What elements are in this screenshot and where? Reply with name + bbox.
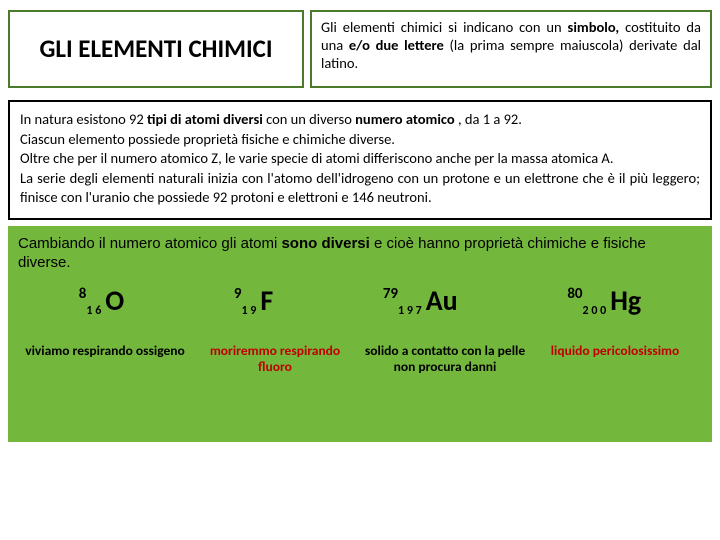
body-bold: numero atomico bbox=[355, 110, 458, 128]
desc-part: Gli elementi chimici si indicano con un bbox=[321, 18, 568, 36]
mass-number: 1 6 bbox=[86, 304, 101, 318]
desc-bold: simbolo, bbox=[568, 18, 620, 36]
element-label: liquido pericolosissimo bbox=[530, 343, 700, 359]
element-gold: 791 9 7 Au bbox=[383, 287, 458, 315]
intro-text: Cambiando il numero atomico gli atomi bbox=[18, 235, 281, 252]
element-label: viviamo respirando ossigeno bbox=[20, 343, 190, 359]
green-intro: Cambiando il numero atomico gli atomi so… bbox=[18, 234, 702, 273]
element-fluorine: 91 9 F bbox=[234, 287, 273, 315]
atomic-number: 79 bbox=[383, 285, 398, 303]
header-desc: Gli elementi chimici si indicano con un … bbox=[310, 10, 712, 88]
desc-bold: e/o due lettere bbox=[349, 36, 450, 54]
body-paragraph: In natura esistono 92 tipi di atomi dive… bbox=[20, 110, 700, 130]
body-paragraph: Oltre che per il numero atomico Z, le va… bbox=[20, 149, 700, 169]
atomic-number: 9 bbox=[234, 285, 242, 303]
mass-number: 1 9 7 bbox=[398, 304, 422, 318]
element-symbol: Au bbox=[426, 287, 458, 315]
element-symbol: Hg bbox=[610, 287, 641, 315]
element-symbol: F bbox=[260, 287, 273, 315]
body-text: , da 1 a 92. bbox=[458, 110, 522, 128]
element-mercury: 802 0 0Hg bbox=[567, 287, 641, 315]
mass-number: 1 9 bbox=[241, 304, 256, 318]
element-symbol: O bbox=[105, 287, 124, 315]
label-row: viviamo respirando ossigeno moriremmo re… bbox=[18, 343, 702, 375]
atomic-number: 8 bbox=[79, 285, 87, 303]
mass-number: 2 0 0 bbox=[583, 304, 607, 318]
body-bold: tipi di atomi diversi bbox=[147, 110, 266, 128]
header-row: GLI ELEMENTI CHIMICI Gli elementi chimic… bbox=[0, 0, 720, 94]
atomic-number: 80 bbox=[567, 285, 582, 303]
body-text: con un diverso bbox=[266, 110, 355, 128]
green-panel: Cambiando il numero atomico gli atomi so… bbox=[8, 226, 712, 442]
body-box: In natura esistono 92 tipi di atomi dive… bbox=[8, 100, 712, 220]
body-text: In natura esistono 92 bbox=[20, 110, 147, 128]
intro-bold: sono diversi bbox=[281, 235, 369, 252]
element-row: 81 6 O 91 9 F 791 9 7 Au 802 0 0Hg bbox=[18, 287, 702, 315]
element-label: solido a contatto con la pelle non procu… bbox=[360, 343, 530, 375]
element-oxygen: 81 6 O bbox=[79, 287, 124, 315]
body-paragraph: Ciascun elemento possiede proprietà fisi… bbox=[20, 130, 700, 150]
body-paragraph: La serie degli elementi naturali inizia … bbox=[20, 169, 700, 208]
page-title: GLI ELEMENTI CHIMICI bbox=[39, 35, 272, 63]
element-label: moriremmo respirando fluoro bbox=[190, 343, 360, 375]
title-box: GLI ELEMENTI CHIMICI bbox=[8, 10, 304, 88]
